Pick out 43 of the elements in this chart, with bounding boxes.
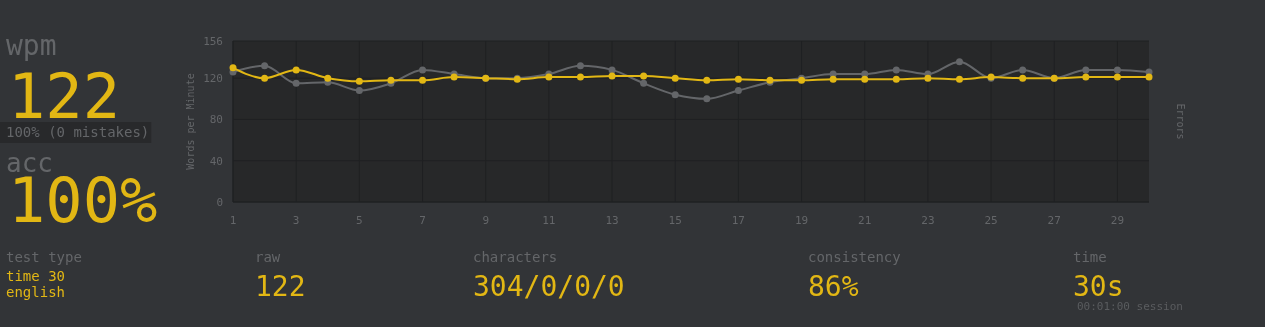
point	[955, 75, 963, 83]
point	[671, 91, 679, 99]
point	[924, 74, 932, 82]
point	[892, 75, 900, 83]
point	[829, 75, 837, 83]
point	[608, 66, 616, 74]
point	[1082, 66, 1090, 74]
point	[955, 58, 963, 66]
text: 100% (0 mistakes)	[6, 124, 150, 140]
point	[1019, 66, 1027, 74]
point	[671, 74, 679, 82]
point	[576, 73, 584, 81]
point	[261, 74, 269, 82]
text: 30s	[1073, 270, 1124, 303]
point	[292, 79, 300, 87]
point	[229, 64, 237, 72]
point	[640, 79, 648, 87]
point	[1082, 73, 1090, 81]
point	[703, 76, 711, 84]
point	[324, 74, 332, 82]
point	[734, 75, 742, 83]
point	[608, 72, 616, 80]
point	[292, 66, 300, 74]
point	[640, 72, 648, 80]
point	[1113, 73, 1121, 81]
text: 122	[255, 270, 306, 303]
point	[419, 76, 427, 84]
point	[734, 87, 742, 95]
point	[576, 62, 584, 70]
point	[419, 66, 427, 74]
text: time 30	[6, 268, 66, 284]
point	[1113, 66, 1121, 74]
text: 86%	[808, 270, 859, 303]
point	[892, 66, 900, 74]
point	[261, 62, 269, 70]
point	[861, 75, 869, 83]
point	[355, 77, 363, 85]
point	[1145, 73, 1153, 81]
point	[355, 87, 363, 95]
point	[703, 95, 711, 103]
text: 304/0/0/0	[473, 270, 625, 303]
point	[1019, 74, 1027, 82]
text: english	[6, 284, 66, 300]
